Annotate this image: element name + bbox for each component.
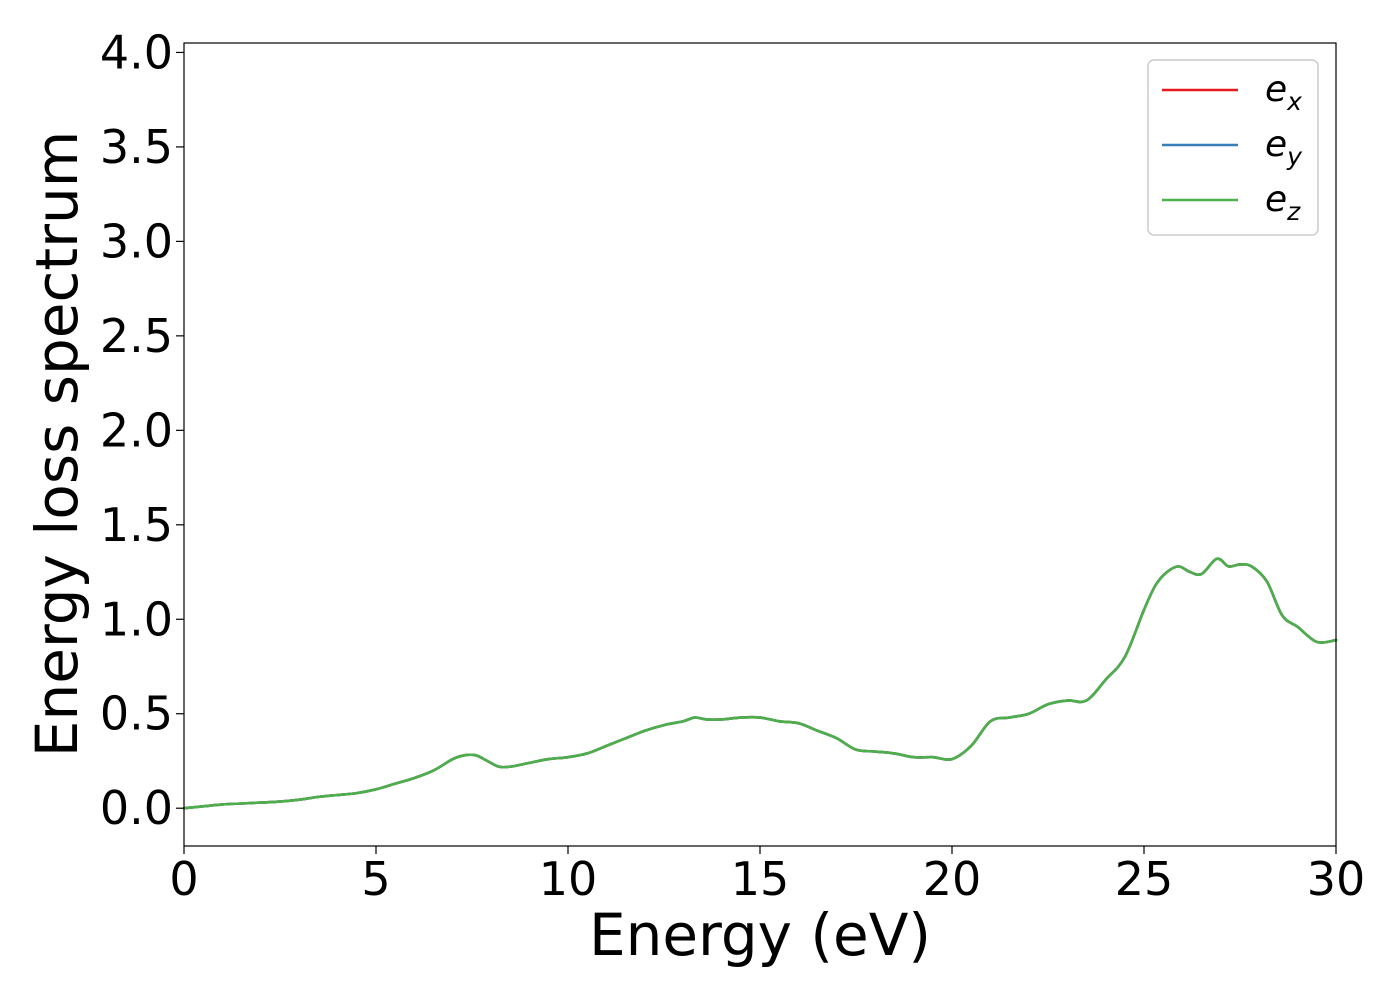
y-tick-label: 0.5 (100, 687, 173, 741)
legend-box (1147, 59, 1319, 236)
y-axis-label: Energy loss spectrum (23, 131, 91, 757)
legend-label-base: e (1265, 179, 1287, 220)
y-tick-label: 0.0 (100, 781, 173, 835)
legend-label-base: e (1265, 69, 1287, 110)
y-tick-label: 2.0 (100, 403, 173, 457)
x-axis-ticks: 0 5 10 15 20 25 30 (169, 846, 1365, 906)
y-tick-label: 1.5 (100, 498, 173, 552)
x-axis-label: Energy (eV) (589, 901, 931, 969)
x-tick-label: 0 (169, 852, 198, 906)
y-tick-label: 3.5 (100, 120, 173, 174)
series-layer (182, 557, 1338, 810)
legend-label-z: ez (1265, 179, 1301, 226)
legend-label-subscript: x (1286, 87, 1302, 116)
legend-label-x: ex (1265, 69, 1302, 116)
y-tick-label: 1.0 (100, 592, 173, 646)
legend-label-base: e (1265, 124, 1287, 165)
y-axis-ticks: 0.0 0.5 1.0 1.5 2.0 2.5 3.0 3.5 4.0 (100, 25, 184, 835)
y-tick-label: 2.5 (100, 309, 173, 363)
legend-label-subscript: y (1286, 142, 1303, 171)
legend-label-subscript: z (1286, 197, 1301, 226)
x-tick-label: 25 (1115, 852, 1174, 906)
x-tick-label: 20 (923, 852, 982, 906)
y-tick-label: 3.0 (100, 214, 173, 268)
x-tick-label: 5 (361, 852, 390, 906)
x-tick-label: 30 (1307, 852, 1366, 906)
x-tick-label: 10 (539, 852, 598, 906)
legend-label-y: ey (1265, 124, 1303, 171)
y-tick-label: 4.0 (100, 25, 173, 79)
x-tick-label: 15 (731, 852, 790, 906)
series-line-z (182, 557, 1338, 810)
